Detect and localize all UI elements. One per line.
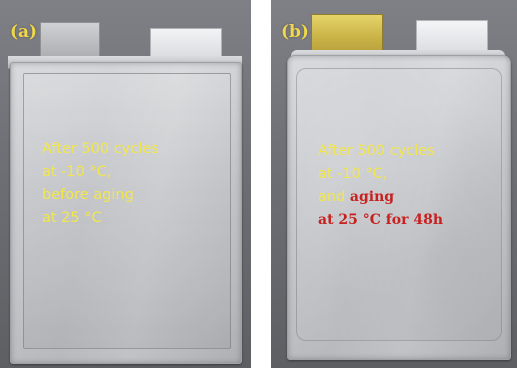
caption-a-line-2: at -10 °C, [42,164,112,180]
caption-b-line-2: at -10 °C, [318,166,388,182]
left-electrode-tab [40,22,100,62]
caption-b-line-1: After 500 cycles [318,143,435,159]
caption-b-line-3-plain: and [318,189,350,205]
caption-a-line-4: at 25 °C [42,210,102,226]
panel-label-a: (a) [10,22,38,42]
photo-panel-b: (b) [271,0,517,368]
caption-b-aging-highlight: aging [349,189,395,205]
caption-b-line-4: at 25 °C for 48h [318,212,444,228]
swollen-pouch-body [296,68,502,341]
caption-a: After 500 cycles at -10 °C, before aging… [42,138,159,230]
pouch-cell-body [23,73,231,349]
pouch-cell-after-aging [287,55,511,360]
panel-label-b: (b) [281,22,309,42]
caption-a-line-1: After 500 cycles [42,141,159,157]
photo-panel-a: (a) [0,0,251,368]
pouch-cell-before-aging [10,62,242,364]
caption-b-line-3: and aging [318,186,443,209]
caption-a-line-3: before aging [42,187,134,203]
caption-b: After 500 cycles at -10 °C, and aging at… [318,140,443,232]
